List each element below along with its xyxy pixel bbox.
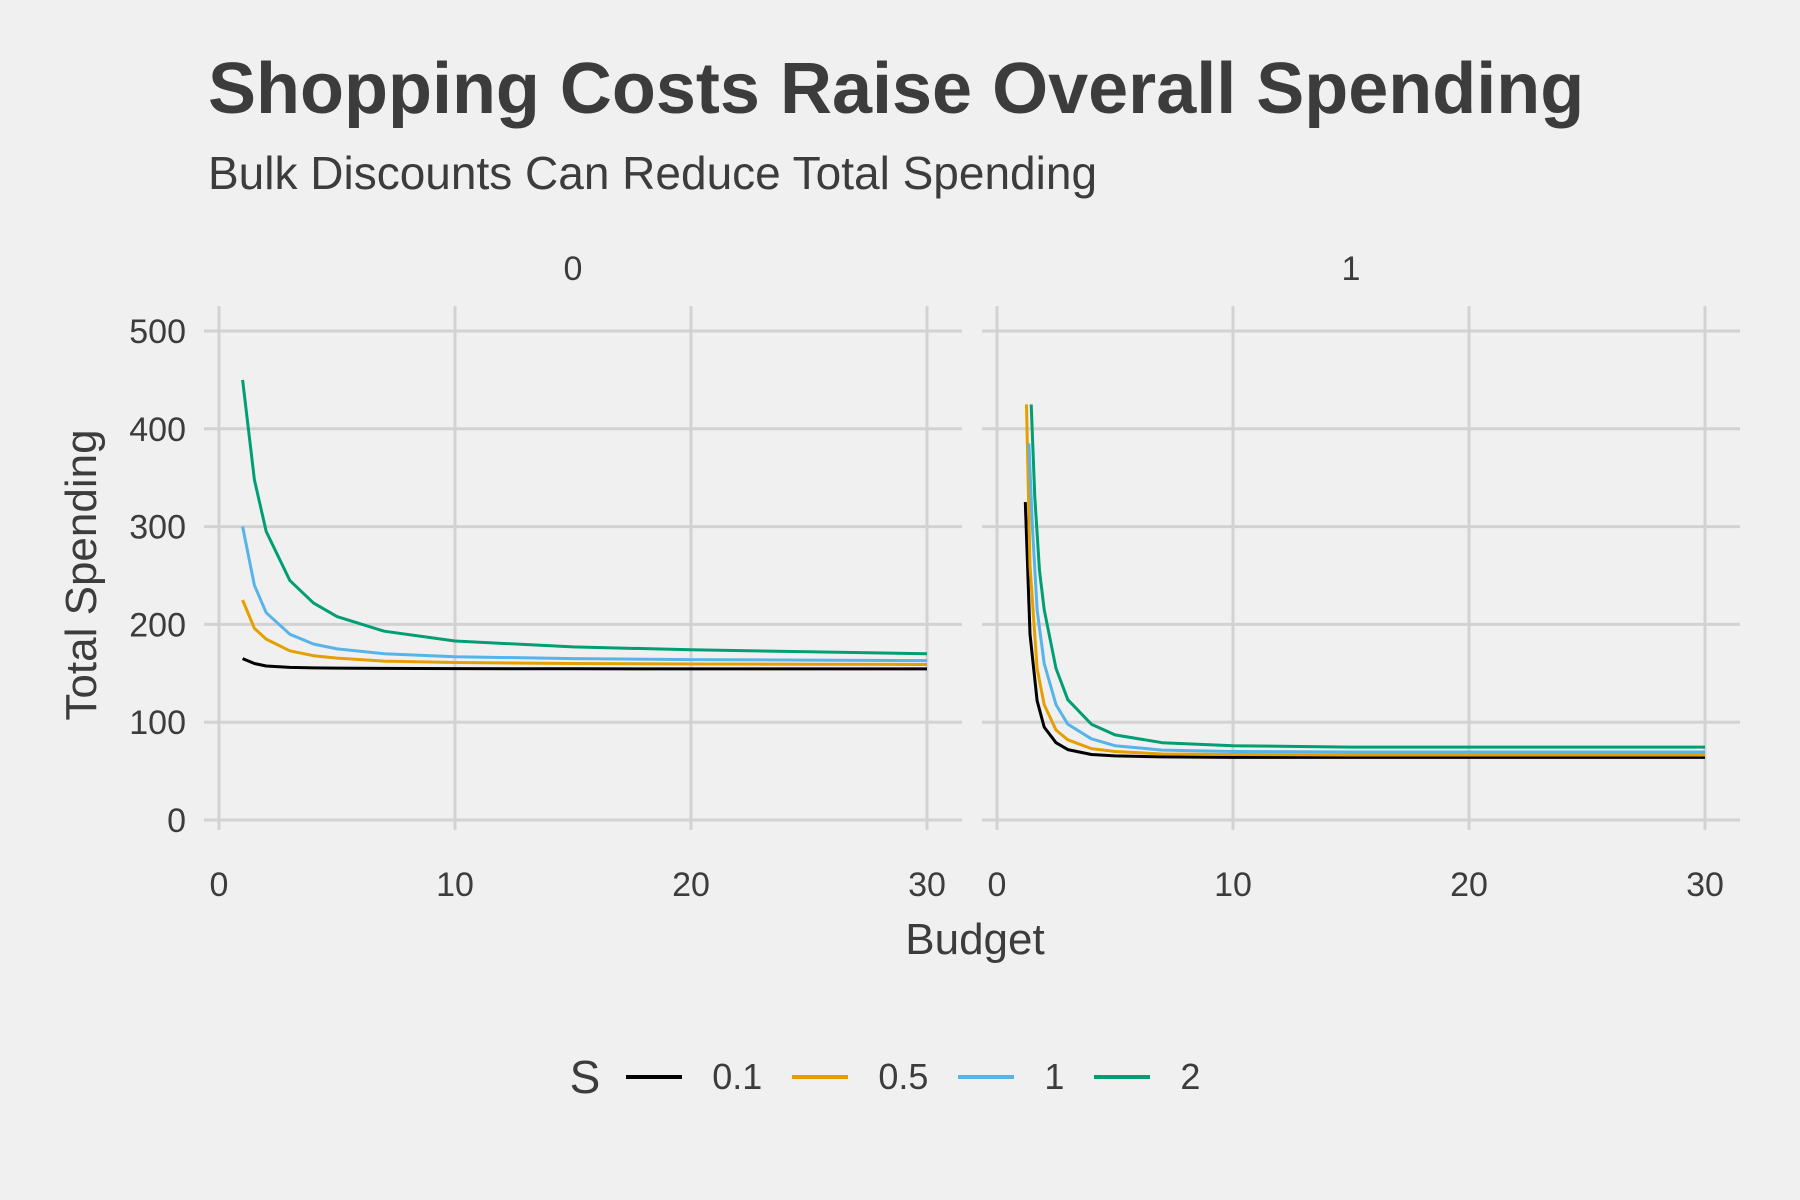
x-tick-label: 10 <box>436 866 474 904</box>
y-tick-label: 400 <box>129 411 186 449</box>
facet-label: 0 <box>564 250 583 288</box>
legend-swatch <box>958 1075 1015 1079</box>
legend-label: 2 <box>1180 1056 1201 1097</box>
x-tick-label: 20 <box>1450 866 1488 904</box>
x-tick-label: 0 <box>210 866 229 904</box>
y-tick-label: 100 <box>129 704 186 742</box>
legend-label: 0.5 <box>878 1056 929 1097</box>
chart-title: Shopping Costs Raise Overall Spending <box>208 49 1585 129</box>
legend-swatch <box>792 1075 849 1079</box>
legend-swatch <box>626 1075 683 1079</box>
series-line-0.1 <box>242 657 927 671</box>
x-tick-label: 10 <box>1214 866 1252 904</box>
x-tick-label: 30 <box>1686 866 1724 904</box>
legend-item: 2 <box>1094 1056 1200 1098</box>
legend-items: 0.1 0.5 1 2 <box>626 1056 1230 1098</box>
series-line-2 <box>241 379 928 656</box>
series-line-0.5 <box>1025 404 1705 757</box>
y-tick-label: 500 <box>129 313 186 351</box>
y-tick-label: 200 <box>129 606 186 644</box>
legend-label: 1 <box>1044 1056 1065 1097</box>
series-line-1 <box>1027 443 1705 754</box>
legend-item: 1 <box>958 1056 1064 1098</box>
series-line-0.5 <box>241 599 928 666</box>
series-line-1 <box>241 526 928 663</box>
series-line-0.1 <box>1023 502 1705 759</box>
y-axis-label: Total Spending <box>57 429 106 720</box>
y-tick-label: 300 <box>129 509 186 547</box>
legend-title: S <box>569 1051 601 1103</box>
legend-label: 0.1 <box>712 1056 763 1097</box>
facet-label: 1 <box>1342 250 1361 288</box>
legend-swatch <box>1094 1075 1151 1079</box>
legend-item: 0.5 <box>792 1056 928 1098</box>
chart-subtitle: Bulk Discounts Can Reduce Total Spending <box>208 147 1098 199</box>
y-tick-label: 0 <box>167 802 186 840</box>
x-tick-label: 20 <box>672 866 710 904</box>
x-tick-label: 0 <box>988 866 1007 904</box>
legend: S 0.1 0.5 1 2 <box>0 1050 1800 1104</box>
x-tick-label: 30 <box>908 866 946 904</box>
x-axis-label: Budget <box>905 915 1044 964</box>
legend-item: 0.1 <box>626 1056 762 1098</box>
series-line-2 <box>1029 404 1705 749</box>
